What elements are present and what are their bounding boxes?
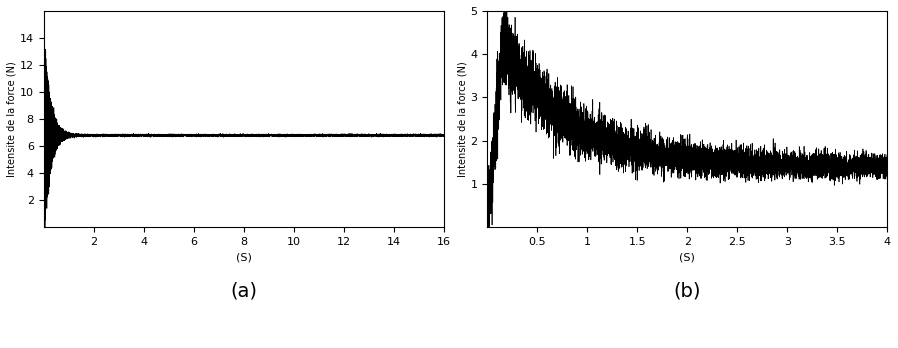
Text: (b): (b): [674, 281, 701, 300]
Y-axis label: Intensite de la force (N): Intensite de la force (N): [7, 61, 17, 177]
X-axis label: (S): (S): [235, 253, 251, 262]
Text: (a): (a): [230, 281, 257, 300]
X-axis label: (S): (S): [680, 253, 695, 262]
Y-axis label: Intensite de la force (N): Intensite de la force (N): [458, 61, 468, 177]
